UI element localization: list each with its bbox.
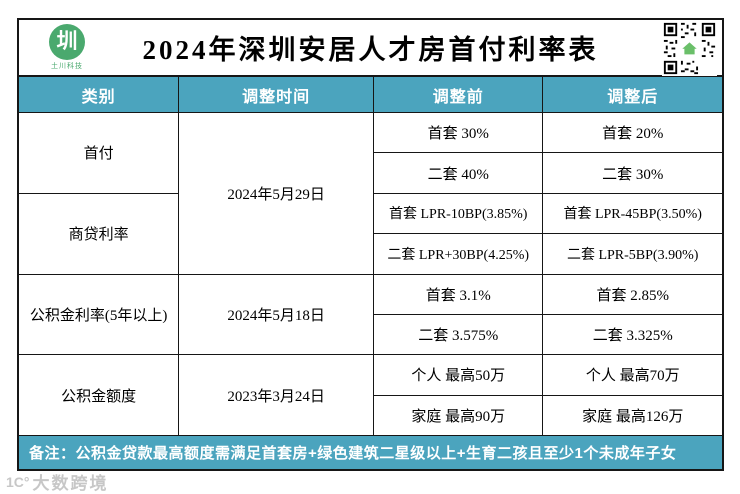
column-header-category: 类别 xyxy=(19,77,180,113)
house-icon xyxy=(682,42,697,55)
before-first-home-loan-rate: 首套 LPR-10BP(3.85%) xyxy=(374,193,544,235)
after-first-home-downpayment: 首套 20% xyxy=(543,113,722,154)
rate-table: 圳 土川科技 2024年深圳安居人才房首付利率表 xyxy=(17,18,724,471)
brand-logo: 圳 土川科技 xyxy=(45,24,89,71)
before-first-home-downpayment: 首套 30% xyxy=(374,113,544,154)
after-first-home-fund-rate: 首套 2.85% xyxy=(543,275,722,315)
adjust-date-2: 2024年5月18日 xyxy=(179,274,374,356)
rate-table-grid: 类别 调整时间 调整前 调整后 首付 商贷利率 公积金利率(5年以上) 公积金额… xyxy=(19,77,722,436)
column-header-adjust-time: 调整时间 xyxy=(179,77,374,113)
watermark-logo-icon: 1C° xyxy=(6,473,30,490)
before-family-fund-quota: 家庭 最高90万 xyxy=(374,395,544,436)
footnote: 备注：公积金贷款最高额度需满足首套房+绿色建筑二星级以上+生育二孩且至少1个未成… xyxy=(19,436,722,469)
after-first-home-loan-rate: 首套 LPR-45BP(3.50%) xyxy=(543,194,722,235)
before-second-home-loan-rate: 二套 LPR+30BP(4.25%) xyxy=(374,234,544,275)
after-personal-fund-quota: 个人 最高70万 xyxy=(543,355,722,396)
category-housing-fund-quota: 公积金额度 xyxy=(19,355,180,436)
after-second-home-fund-rate: 二套 3.325% xyxy=(543,315,722,356)
after-second-home-downpayment: 二套 30% xyxy=(543,153,722,194)
column-header-before: 调整前 xyxy=(374,77,544,113)
page-title: 2024年深圳安居人才房首付利率表 xyxy=(142,35,599,65)
shenzhen-logo-icon: 圳 xyxy=(49,24,85,60)
category-commercial-loan-rate: 商贷利率 xyxy=(19,193,180,275)
watermark: 1C° 大数跨境 xyxy=(6,469,109,494)
watermark-text: 大数跨境 xyxy=(32,474,109,493)
before-first-home-fund-rate: 首套 3.1% xyxy=(374,274,544,315)
before-second-home-fund-rate: 二套 3.575% xyxy=(374,314,544,356)
after-second-home-loan-rate: 二套 LPR-5BP(3.90%) xyxy=(543,234,722,275)
qr-code xyxy=(662,21,717,76)
title-bar: 圳 土川科技 2024年深圳安居人才房首付利率表 xyxy=(19,20,722,77)
brand-company-label: 土川科技 xyxy=(51,63,83,70)
adjust-date-3: 2023年3月24日 xyxy=(179,355,374,436)
after-family-fund-quota: 家庭 最高126万 xyxy=(543,396,722,436)
category-housing-fund-rate: 公积金利率(5年以上) xyxy=(19,274,180,356)
before-personal-fund-quota: 个人 最高50万 xyxy=(374,355,544,396)
qr-code-icon xyxy=(662,21,717,76)
before-second-home-downpayment: 二套 40% xyxy=(374,153,544,194)
adjust-date-1: 2024年5月29日 xyxy=(179,113,374,275)
column-header-after: 调整后 xyxy=(543,77,722,113)
category-down-payment: 首付 xyxy=(19,113,180,194)
